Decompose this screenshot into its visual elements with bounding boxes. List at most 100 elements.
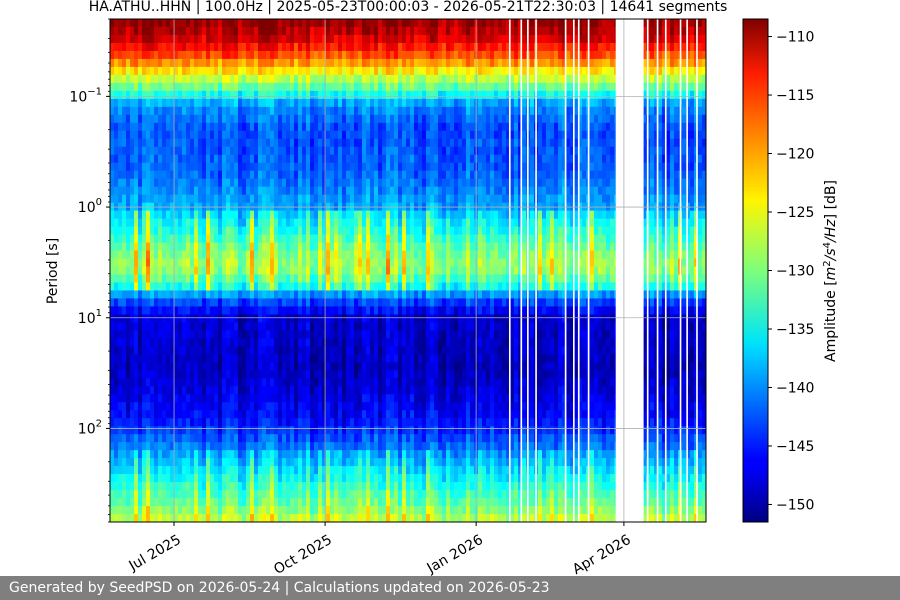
heatmap-cell: [214, 498, 219, 507]
heatmap-cell: [370, 218, 375, 228]
heatmap-cell: [154, 250, 159, 260]
heatmap-cell: [146, 290, 151, 300]
heatmap-cell: [418, 226, 423, 236]
heatmap-cell: [410, 122, 415, 132]
heatmap-cell: [286, 130, 291, 140]
heatmap-cell: [362, 346, 367, 355]
heatmap-cell: [214, 274, 219, 284]
heatmap-cell: [214, 90, 219, 100]
heatmap-cell: [146, 146, 151, 156]
heatmap-cell: [262, 130, 267, 140]
heatmap-cell: [214, 26, 219, 36]
heatmap-cell: [114, 306, 119, 316]
heatmap-cell: [186, 466, 191, 475]
heatmap-cell: [214, 210, 219, 220]
heatmap-cell: [142, 370, 147, 379]
heatmap-cell: [186, 410, 191, 419]
heatmap-cell: [162, 354, 167, 363]
heatmap-cell: [322, 178, 327, 188]
heatmap-cell: [362, 130, 367, 140]
heatmap-cell: [418, 266, 423, 276]
heatmap-cell: [198, 50, 203, 60]
heatmap-cell: [178, 354, 183, 363]
heatmap-cell: [374, 330, 379, 339]
heatmap-cell: [250, 114, 255, 124]
heatmap-cell: [358, 482, 363, 491]
heatmap-cell: [350, 90, 355, 100]
heatmap-cell: [354, 498, 359, 507]
heatmap-cell: [206, 274, 211, 284]
heatmap-cell: [410, 298, 415, 308]
heatmap-cell: [398, 458, 403, 467]
heatmap-cell: [242, 242, 247, 252]
heatmap-cell: [258, 242, 263, 252]
heatmap-cell: [338, 474, 343, 483]
heatmap-cell: [170, 66, 175, 76]
heatmap-cell: [186, 26, 191, 36]
heatmap-cell: [326, 514, 331, 522]
heatmap-cell: [250, 314, 255, 323]
heatmap-cell: [278, 258, 283, 268]
heatmap-cell: [346, 290, 351, 300]
heatmap-cell: [174, 290, 179, 300]
heatmap-cell: [302, 178, 307, 188]
heatmap-cell: [318, 378, 323, 387]
heatmap-cell: [266, 34, 271, 44]
heatmap-cell: [330, 434, 335, 443]
heatmap-cell: [230, 138, 235, 148]
heatmap-cell: [362, 26, 367, 36]
heatmap-cell: [250, 186, 255, 196]
heatmap-cell: [314, 322, 319, 331]
heatmap-cell: [346, 482, 351, 491]
heatmap-cell: [406, 74, 411, 84]
heatmap-cell: [194, 466, 199, 475]
heatmap-cell: [406, 218, 411, 228]
heatmap-cell: [402, 506, 407, 515]
heatmap-cell: [354, 74, 359, 84]
heatmap-cell: [330, 50, 335, 60]
heatmap-cell: [346, 274, 351, 284]
heatmap-cell: [146, 258, 151, 268]
heatmap-cell: [278, 274, 283, 284]
heatmap-cell: [142, 394, 147, 403]
heatmap-cell: [414, 490, 419, 499]
heatmap-cell: [342, 26, 347, 36]
heatmap-cell: [358, 234, 363, 244]
heatmap-cell: [206, 98, 211, 108]
heatmap-cell: [302, 290, 307, 300]
heatmap-cell: [242, 98, 247, 108]
heatmap-cell: [262, 290, 267, 300]
heatmap-cell: [262, 162, 267, 172]
heatmap-cell: [250, 426, 255, 435]
heatmap-cell: [162, 50, 167, 60]
heatmap-cell: [254, 146, 259, 156]
heatmap-cell: [418, 314, 423, 323]
heatmap-cell: [230, 290, 235, 300]
heatmap-cell: [150, 338, 155, 347]
heatmap-cell: [202, 386, 207, 395]
heatmap-cell: [342, 474, 347, 483]
heatmap-cell: [154, 258, 159, 268]
heatmap-cell: [202, 306, 207, 316]
heatmap-cell: [390, 354, 395, 363]
heatmap-cell: [218, 210, 223, 220]
heatmap-cell: [254, 234, 259, 244]
heatmap-cell: [150, 514, 155, 522]
heatmap-cell: [146, 450, 151, 459]
heatmap-cell: [138, 274, 143, 284]
heatmap-cell: [226, 354, 231, 363]
heatmap-cell: [334, 74, 339, 84]
heatmap-column: [186, 19, 191, 522]
heatmap-cell: [402, 90, 407, 100]
heatmap-cell: [234, 490, 239, 499]
heatmap-cell: [278, 42, 283, 52]
heatmap-cell: [254, 322, 259, 331]
heatmap-cell: [270, 19, 275, 28]
heatmap-cell: [242, 290, 247, 300]
heatmap-cell: [354, 314, 359, 323]
heatmap-cell: [246, 122, 251, 132]
heatmap-cell: [330, 322, 335, 331]
heatmap-cell: [202, 98, 207, 108]
heatmap-cell: [322, 82, 327, 92]
heatmap-cell: [254, 186, 259, 196]
